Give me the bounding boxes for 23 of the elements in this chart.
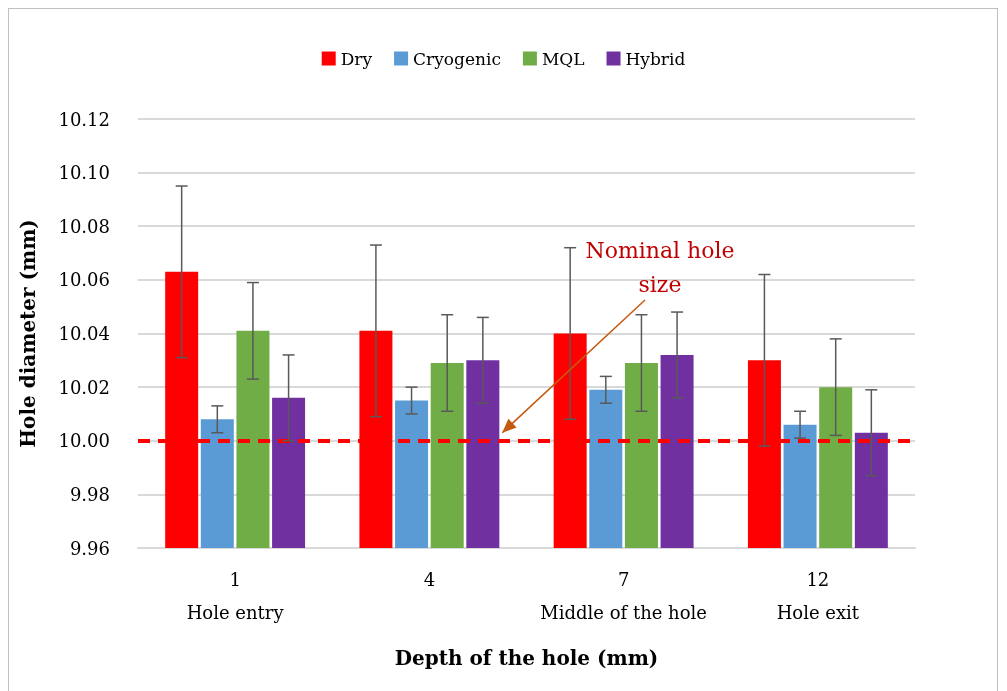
x-tick-label: 7 — [617, 568, 630, 590]
x-tick-label: 4 — [423, 568, 436, 590]
y-tick-label: 10.02 — [58, 376, 110, 398]
legend-label: Cryogenic — [413, 48, 501, 69]
y-tick-label: 10.12 — [58, 108, 110, 130]
y-tick-label: 9.96 — [69, 537, 110, 559]
y-axis-title: Hole diameter (mm) — [16, 219, 40, 448]
ref-line-label: Nominal hole size — [585, 237, 735, 299]
x-tick-label: 1 — [229, 568, 241, 590]
y-tick-label: 10.10 — [58, 162, 110, 184]
legend-label: Hybrid — [625, 48, 686, 69]
y-tick-label: 10.06 — [58, 269, 110, 291]
x-axis-title: Depth of the hole (mm) — [394, 646, 659, 670]
y-tick-label: 10.04 — [58, 323, 110, 344]
text: Hole exit — [776, 602, 860, 623]
y-tick-label: 9.98 — [69, 483, 110, 505]
x-tick-label: 12 — [806, 568, 830, 590]
legend-label: MQL — [541, 48, 585, 69]
y-tick-label: 10.00 — [58, 430, 110, 452]
text: Hole entry — [186, 602, 284, 623]
legend-label: Dry — [340, 48, 373, 69]
y-tick-label: 10.08 — [58, 215, 110, 237]
text: Middle of the hole — [540, 602, 707, 623]
